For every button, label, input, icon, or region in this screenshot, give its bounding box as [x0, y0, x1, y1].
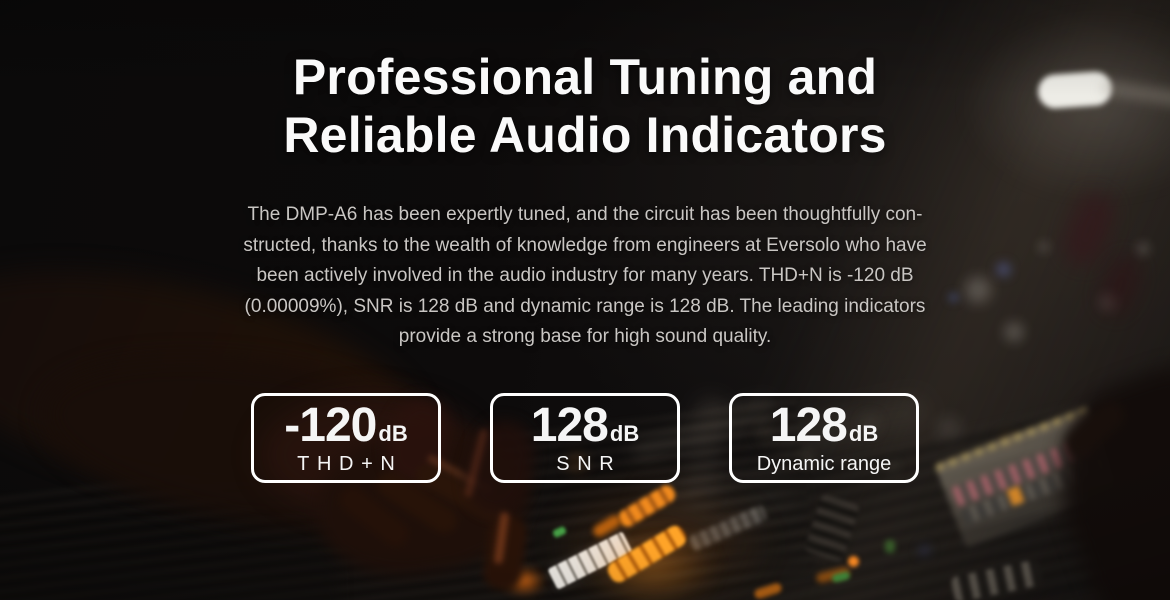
- bokeh-light: [965, 277, 991, 303]
- bokeh-light-blue: [948, 292, 959, 303]
- spec-value: -120: [284, 399, 377, 452]
- bokeh-light: [1038, 241, 1050, 253]
- description-line: been actively involved in the audio indu…: [256, 265, 914, 286]
- bokeh-light: [1004, 322, 1024, 342]
- spec-label: Dynamic range: [756, 453, 892, 475]
- led-dot-orange: [848, 556, 859, 567]
- led-dot-green: [885, 540, 895, 553]
- bokeh-light: [798, 450, 814, 466]
- spec-label: SNR: [556, 453, 622, 475]
- bokeh-light-amber: [566, 452, 588, 474]
- description-line: structed, thanks to the wealth of knowle…: [243, 234, 927, 256]
- audio-spec-cards: -120 dB THD+N 128 dB SNR 128 dB Dynamic …: [0, 392, 1170, 483]
- spec-unit: dB: [378, 421, 408, 446]
- description-line: (0.00009%), SNR is 128 dB and dynamic ra…: [244, 295, 926, 317]
- spec-value-row: 128 dB: [770, 402, 878, 450]
- bokeh-light: [756, 424, 774, 442]
- spec-value: 128: [769, 399, 848, 452]
- section-title-line2: Reliable Audio Indicators: [283, 107, 887, 163]
- spec-label: THD+N: [297, 453, 403, 475]
- bokeh-light-blue: [996, 262, 1011, 277]
- bokeh-light: [938, 418, 960, 440]
- bokeh-light: [886, 460, 900, 474]
- spec-card-thdn: -120 dB THD+N: [251, 392, 441, 483]
- spec-value-row: -120 dB: [284, 402, 407, 450]
- spec-value-row: 128 dB: [531, 402, 639, 450]
- spec-card-dynamic-range: 128 dB Dynamic range: [729, 392, 919, 483]
- spec-card-snr: 128 dB SNR: [490, 392, 680, 483]
- spec-unit: dB: [848, 421, 879, 446]
- console-shadow: [0, 520, 340, 600]
- bokeh-light-blue: [918, 544, 931, 557]
- spec-unit: dB: [609, 421, 640, 446]
- section-title-line1: Professional Tuning and: [292, 49, 878, 105]
- bokeh-light: [860, 414, 880, 434]
- description-line: The DMP-A6 has been expertly tuned, and …: [247, 204, 923, 225]
- section-title: Professional Tuning and Reliable Audio I…: [0, 0, 1170, 164]
- bokeh-light: [1136, 242, 1150, 256]
- section-description: The DMP-A6 has been expertly tuned, and …: [0, 200, 1170, 353]
- description-line: provide a strong base for high sound qua…: [398, 326, 772, 347]
- spec-value: 128: [530, 399, 609, 452]
